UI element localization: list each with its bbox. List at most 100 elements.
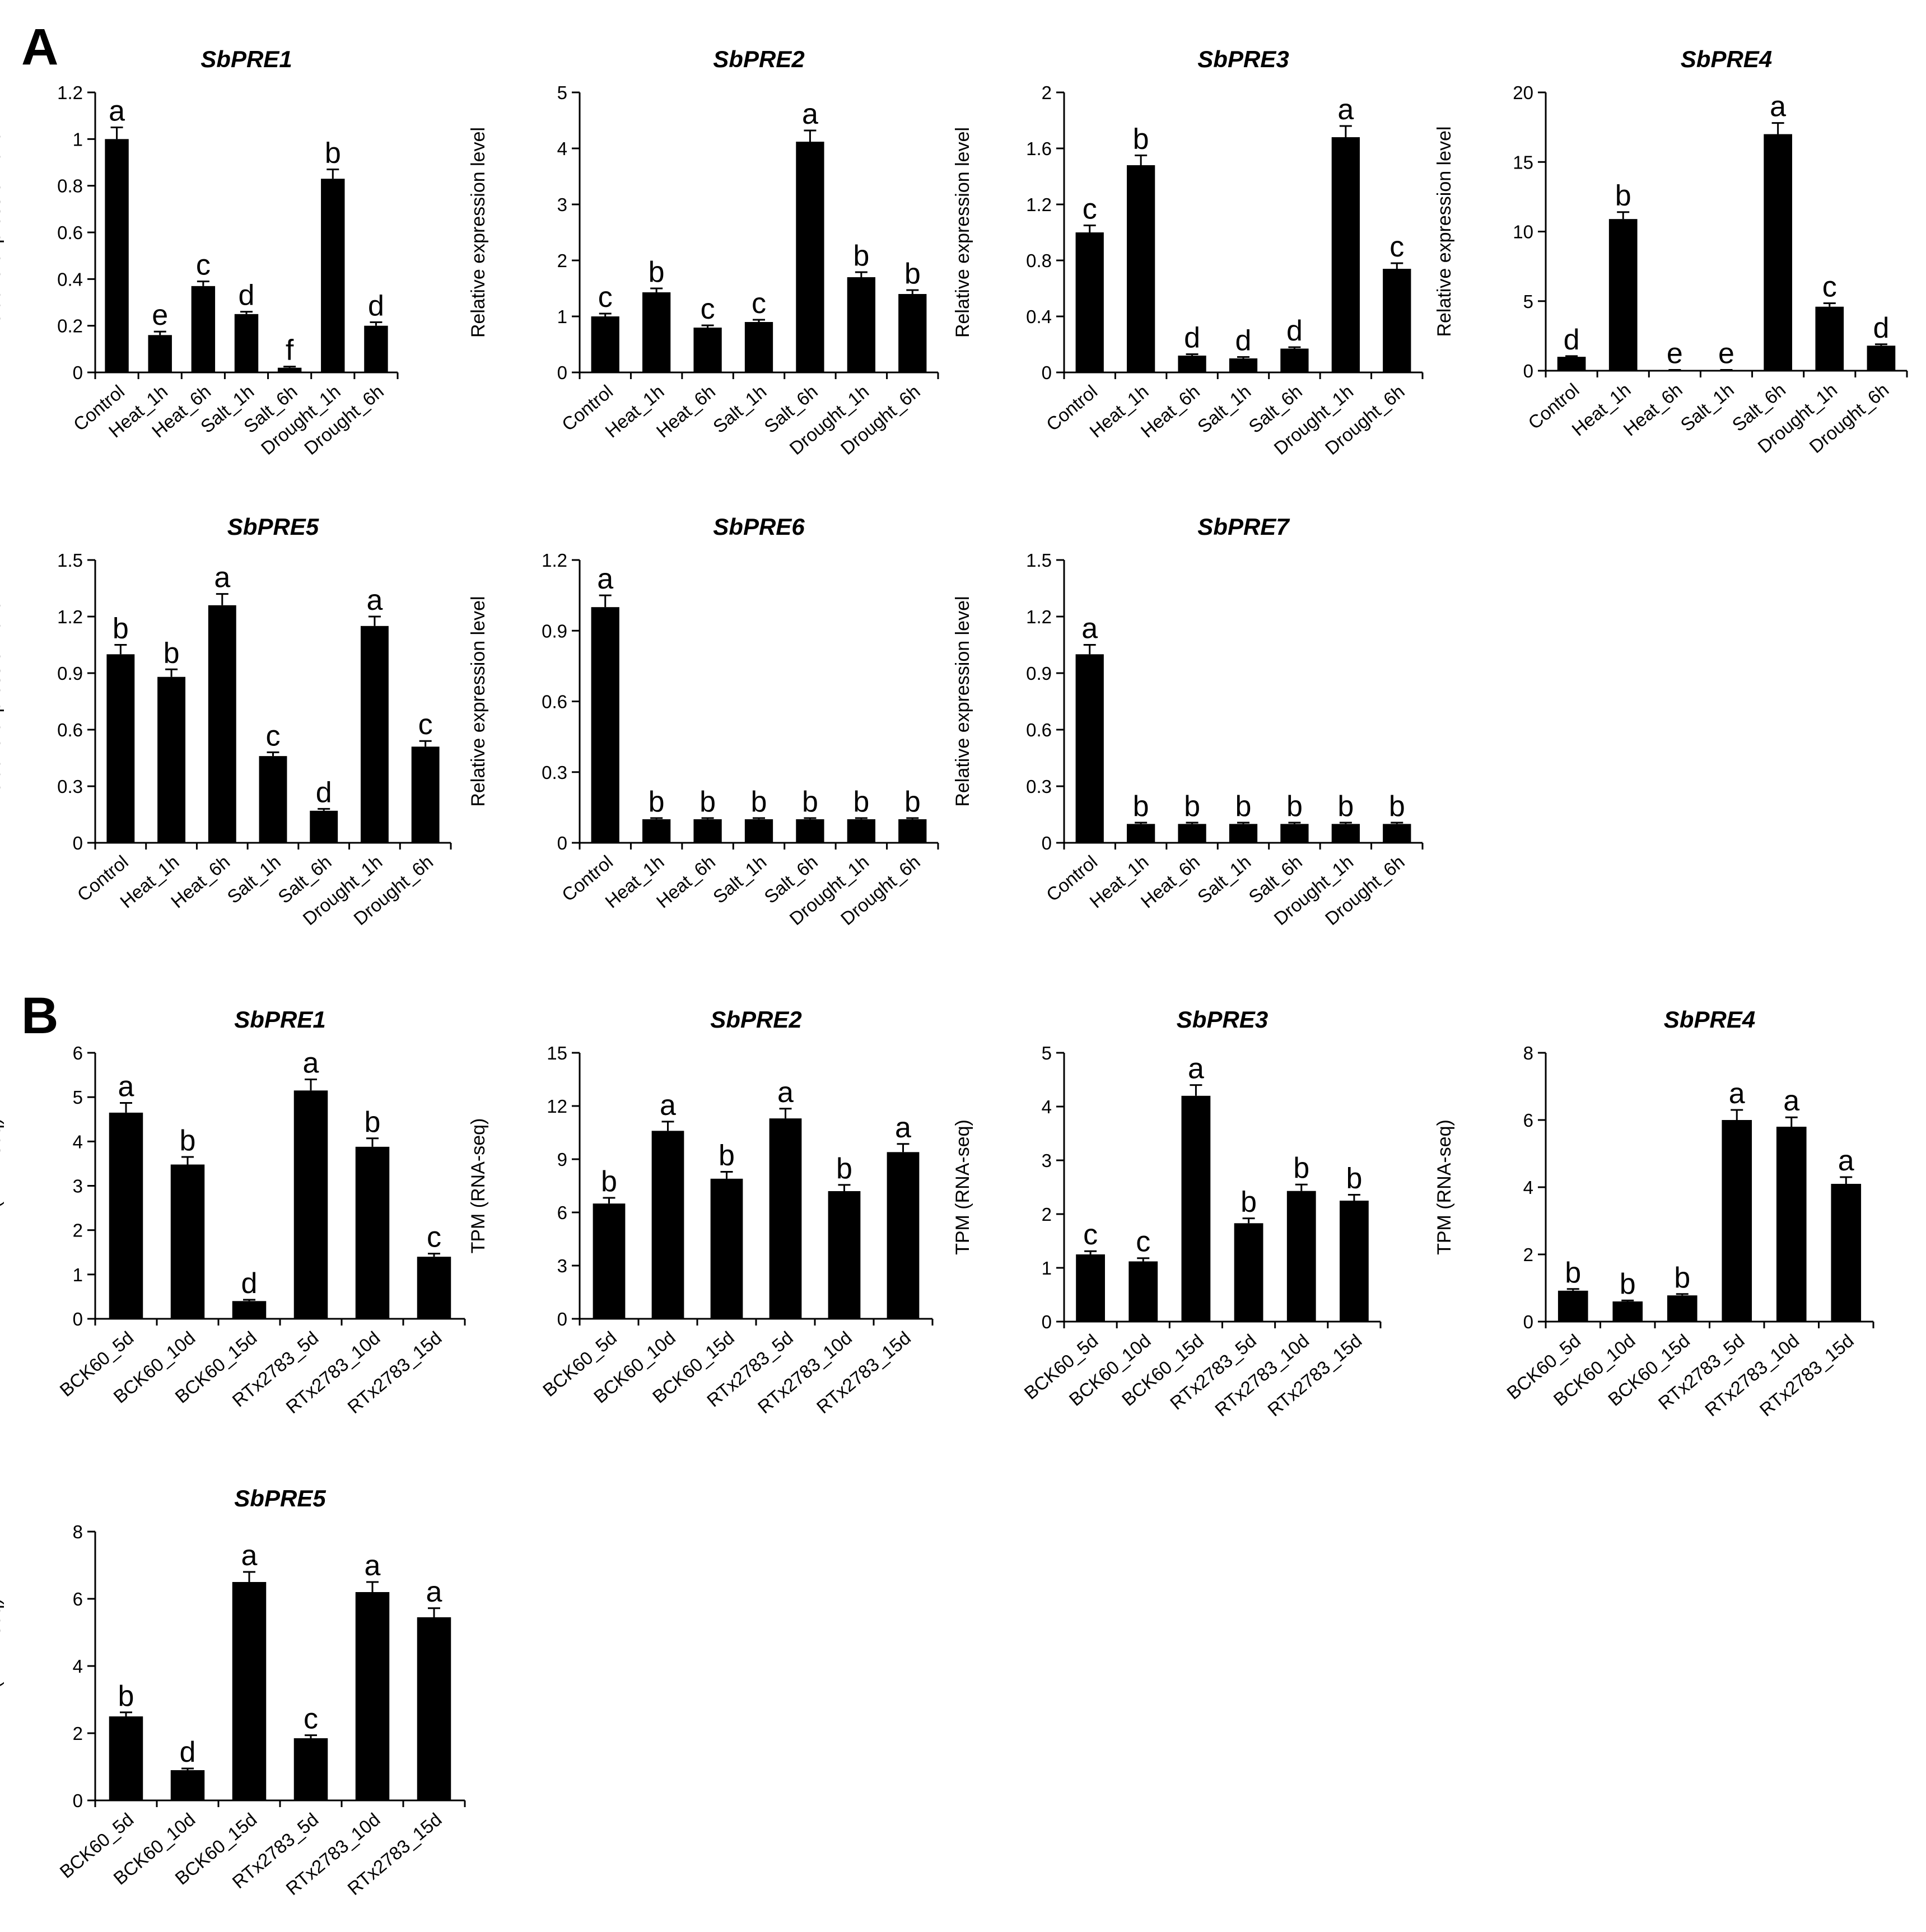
chart-12-significance-letter: a	[365, 1550, 381, 1582]
chart-2-category-label: Salt_1h	[709, 381, 771, 437]
chart-11-significance-letter: b	[1674, 1262, 1690, 1294]
chart-2-significance-letter: b	[649, 256, 665, 288]
chart-3-significance-letter: b	[1133, 123, 1149, 156]
chart-8-significance-letter: a	[118, 1070, 134, 1103]
chart-10-title: SbPRE3	[1177, 1006, 1268, 1033]
chart-9-significance-letter: a	[660, 1089, 676, 1122]
chart-10-bar	[1234, 1223, 1263, 1322]
chart-10-significance-letter: b	[1241, 1186, 1257, 1219]
chart-10-significance-letter: c	[1136, 1226, 1150, 1258]
chart-1-significance-letter: a	[109, 95, 125, 128]
chart-6-y-tick-label: 0	[557, 833, 567, 853]
chart-10-category-label: RTx2783_10d	[1211, 1330, 1313, 1420]
chart-8-y-tick-label: 5	[73, 1087, 83, 1108]
chart-7-significance-letter: b	[1184, 790, 1200, 823]
chart-5-significance-letter: b	[164, 637, 180, 669]
chart-1-y-tick-label: 1	[73, 129, 83, 150]
chart-10-bar	[1340, 1201, 1369, 1322]
chart-8-bar	[109, 1112, 143, 1319]
chart-6-bar	[693, 819, 722, 843]
chart-1-y-tick-label: 0.4	[57, 269, 83, 290]
chart-1-bar	[234, 314, 259, 372]
chart-4-significance-letter: e	[1667, 338, 1683, 370]
chart-12-significance-letter: a	[426, 1576, 442, 1608]
chart-4-y-tick-label: 0	[1523, 361, 1533, 381]
chart-9-bar	[769, 1118, 802, 1319]
chart-6-significance-letter: b	[853, 786, 869, 818]
chart-11-significance-letter: b	[1565, 1257, 1581, 1289]
chart-2-significance-letter: a	[802, 98, 818, 130]
chart-3-bar	[1075, 232, 1104, 372]
chart-6-bar	[591, 607, 619, 843]
chart-2-bar	[642, 292, 671, 372]
chart-3-significance-letter: d	[1235, 325, 1252, 357]
chart-5-significance-letter: a	[366, 584, 383, 617]
chart-6-y-tick-label: 0.6	[542, 692, 567, 712]
chart-7-bar	[1127, 824, 1155, 843]
chart-3-title: SbPRE3	[1197, 46, 1289, 72]
chart-9-significance-letter: a	[895, 1112, 911, 1144]
chart-8-y-tick-label: 6	[73, 1043, 83, 1063]
chart-2-y-tick-label: 5	[557, 82, 567, 103]
chart-3-bar	[1383, 269, 1411, 372]
chart-5-bar	[310, 810, 338, 843]
chart-3-significance-letter: d	[1184, 322, 1200, 354]
chart-4-significance-letter: b	[1615, 180, 1631, 212]
chart-10-significance-letter: c	[1083, 1219, 1098, 1251]
chart-6-y-axis-label: Relative expression level	[468, 596, 489, 806]
chart-9-significance-letter: b	[601, 1165, 617, 1198]
chart-9-y-tick-label: 9	[557, 1149, 567, 1170]
chart-1-y-tick-label: 0.8	[57, 176, 83, 197]
chart-11-significance-letter: b	[1620, 1268, 1636, 1300]
chart-7-significance-letter: b	[1133, 790, 1149, 823]
chart-2-significance-letter: c	[701, 293, 715, 325]
chart-9-bar	[710, 1178, 743, 1319]
chart-8-y-tick-label: 0	[73, 1309, 83, 1329]
chart-11-significance-letter: a	[1729, 1077, 1745, 1110]
chart-5-category-label: Salt_1h	[223, 851, 285, 907]
chart-5-y-tick-label: 0.6	[57, 720, 83, 740]
chart-9-y-tick-label: 6	[557, 1202, 567, 1223]
chart-7-bar	[1331, 824, 1360, 843]
chart-9-significance-letter: a	[777, 1076, 794, 1109]
chart-12-significance-letter: b	[118, 1680, 134, 1712]
chart-1-y-tick-label: 0	[73, 362, 83, 383]
chart-3-significance-letter: a	[1337, 94, 1354, 126]
chart-11-title: SbPRE4	[1664, 1006, 1755, 1033]
chart-10-y-tick-label: 0	[1042, 1312, 1052, 1332]
chart-4-significance-letter: a	[1770, 91, 1786, 123]
chart-10-bar	[1076, 1254, 1105, 1322]
chart-7-bar	[1075, 654, 1104, 843]
chart-12-y-tick-label: 6	[73, 1589, 83, 1609]
chart-7-y-tick-label: 0	[1042, 833, 1052, 853]
chart-4-bar	[1608, 219, 1638, 371]
chart-1-y-axis-label: Relative expression level	[0, 127, 4, 338]
chart-4-significance-letter: c	[1822, 270, 1837, 303]
chart-7-y-tick-label: 0.6	[1026, 720, 1052, 740]
chart-4-y-tick-label: 15	[1513, 152, 1533, 172]
chart-6-significance-letter: b	[751, 786, 767, 818]
chart-1-bar	[364, 325, 388, 372]
chart-5-bar	[106, 654, 135, 843]
chart-6-category-label: Heat_6h	[652, 851, 719, 912]
chart-10-y-axis-label: TPM (RNA-seq)	[952, 1119, 973, 1255]
chart-2-bar	[591, 316, 619, 372]
chart-7-bar	[1280, 824, 1309, 843]
chart-7-significance-letter: b	[1286, 790, 1303, 823]
chart-7-y-tick-label: 1.5	[1026, 550, 1052, 571]
chart-7-significance-letter: b	[1389, 790, 1405, 823]
chart-10-y-tick-label: 3	[1042, 1150, 1052, 1171]
chart-2-significance-letter: c	[598, 281, 613, 314]
chart-5-significance-letter: d	[316, 776, 332, 809]
chart-6-y-tick-label: 0.3	[542, 762, 567, 783]
chart-6-bar	[642, 819, 671, 843]
panel-label-b: B	[21, 987, 58, 1044]
chart-7-bar	[1229, 824, 1258, 843]
chart-11-y-tick-label: 2	[1523, 1244, 1533, 1265]
chart-11-category-label: RTx2783_10d	[1701, 1330, 1803, 1420]
chart-6-bar	[847, 819, 875, 843]
chart-2-y-tick-label: 1	[557, 306, 567, 327]
chart-9-significance-letter: b	[836, 1152, 852, 1185]
chart-3-significance-letter: c	[1083, 193, 1097, 226]
